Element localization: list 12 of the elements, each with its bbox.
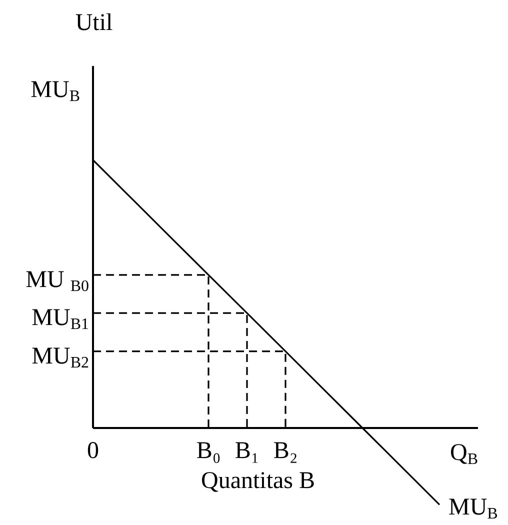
x-tick-label: B₀ bbox=[196, 438, 221, 464]
x-tick-label: B₂ bbox=[273, 438, 298, 464]
ref-line-label: MU$_{B1}$ bbox=[32, 305, 89, 334]
ref-line-label: MU$_{B2}$ bbox=[32, 343, 89, 372]
ref-line-label: MU $_{B0}$ bbox=[26, 266, 89, 295]
text: MU$_{B}$ bbox=[30, 77, 80, 105]
series-label: MU$_{B}$ bbox=[448, 494, 498, 523]
annotation: Q$_{B}$ bbox=[450, 440, 478, 468]
x-tick-label: B₁ bbox=[234, 438, 260, 464]
x-axis-title: Quantitas B bbox=[201, 468, 315, 494]
text: Util bbox=[75, 10, 113, 36]
x-tick-label: 0 bbox=[87, 438, 99, 464]
